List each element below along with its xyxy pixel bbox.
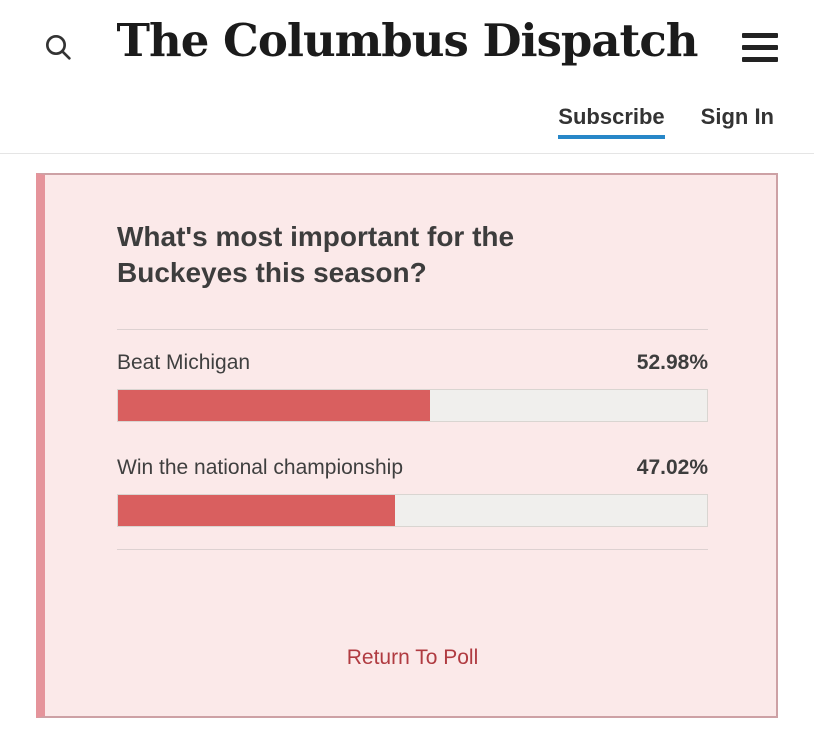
poll-divider-bottom: [117, 548, 708, 550]
subscribe-link[interactable]: Subscribe: [558, 104, 665, 139]
poll-option-national-championship: Win the national championship 47.02%: [117, 456, 708, 527]
result-bar-track: [117, 493, 708, 527]
return-row: Return To Poll: [117, 646, 708, 670]
hamburger-bar: [742, 57, 778, 62]
poll-widget: What's most important for the Buckeyes t…: [36, 173, 778, 718]
hamburger-menu-icon[interactable]: [742, 33, 778, 62]
option-label: Beat Michigan: [117, 350, 251, 374]
return-to-poll-link[interactable]: Return To Poll: [346, 645, 479, 669]
option-percent: 47.02%: [636, 455, 708, 479]
site-header: The Columbus Dispatch Subscribe Sign In: [0, 0, 814, 154]
search-icon[interactable]: [40, 30, 76, 66]
signin-link[interactable]: Sign In: [700, 104, 774, 129]
option-row: Beat Michigan 52.98%: [117, 351, 708, 375]
result-bar-track: [117, 388, 708, 422]
poll-question: What's most important for the Buckeyes t…: [117, 221, 515, 288]
hamburger-bar: [742, 45, 778, 50]
option-percent: 52.98%: [636, 350, 708, 374]
account-nav: Subscribe Sign In: [558, 104, 774, 139]
poll-divider-top: [117, 328, 708, 330]
option-row: Win the national championship 47.02%: [117, 456, 708, 480]
hamburger-bar: [742, 33, 778, 38]
magnifier-glyph: [46, 34, 71, 60]
option-label: Win the national championship: [117, 455, 404, 479]
poll-option-beat-michigan: Beat Michigan 52.98%: [117, 351, 708, 422]
masthead-logo[interactable]: The Columbus Dispatch: [116, 14, 699, 67]
result-bar-fill: [118, 389, 431, 421]
result-bar-fill: [118, 494, 395, 526]
